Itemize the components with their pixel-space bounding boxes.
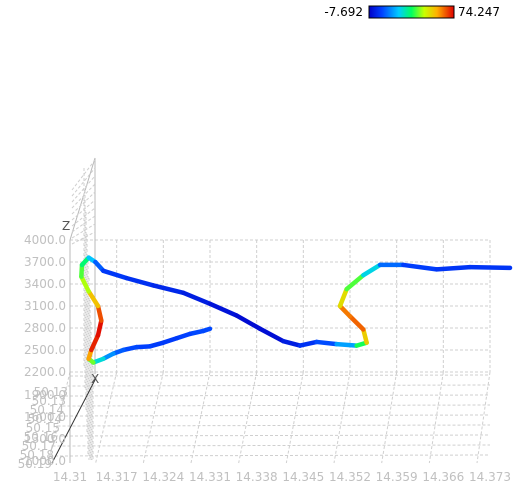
series-segment — [89, 333, 101, 353]
series-segment — [187, 328, 206, 337]
grid-line — [67, 384, 491, 387]
series-segment — [181, 290, 213, 307]
colorbar: -7.692 74.247 — [324, 5, 500, 19]
x-tick-label: 14.31 — [53, 470, 87, 484]
colorbar-gradient — [368, 5, 455, 19]
grid-line — [49, 454, 491, 457]
series-segment — [297, 339, 319, 348]
grid-line — [47, 371, 71, 464]
grid-line — [52, 444, 491, 447]
series-segment — [234, 313, 263, 331]
series-segment — [86, 289, 101, 309]
series-segment — [207, 301, 239, 318]
series-segment — [95, 303, 104, 323]
x-axis-letter: X — [91, 372, 99, 386]
grid-line — [71, 159, 96, 191]
x-tick-label: 14.359 — [376, 470, 418, 484]
series-segment — [361, 262, 383, 278]
colorbar-max-label: 74.247 — [458, 5, 500, 19]
grid-line — [428, 371, 444, 464]
z-tick-label: 2800.0 — [24, 321, 66, 335]
z-tick-label: 2500.0 — [24, 343, 66, 357]
z-tick-label: 1000.0 — [24, 454, 66, 468]
grid-line — [71, 167, 96, 197]
y-tick-label: 50.18 — [20, 448, 54, 462]
series-segment — [174, 331, 193, 341]
x-tick-label: 14.331 — [189, 470, 231, 484]
y-tick-label: 50.13 — [34, 385, 68, 399]
series-segment — [347, 314, 366, 332]
x-tick-label: 14.324 — [142, 470, 184, 484]
series-segment — [124, 275, 156, 288]
x-tick-label: 14.338 — [236, 470, 278, 484]
grid-line — [95, 371, 118, 464]
series-segment — [467, 264, 513, 271]
series-segment — [281, 338, 303, 348]
grid-line — [71, 223, 96, 239]
y-tick-label: 50.17 — [22, 439, 56, 453]
depth-axis-line — [51, 377, 97, 464]
y-tick-label: 50.15 — [26, 421, 60, 435]
grid-line — [333, 371, 351, 464]
series-segment — [314, 339, 339, 347]
grid-line — [238, 371, 258, 464]
grid-line — [190, 371, 211, 464]
series-segment — [401, 262, 439, 272]
grid-line — [381, 371, 398, 464]
series-segment — [79, 274, 91, 294]
grid-line — [59, 414, 491, 417]
series-segment — [161, 336, 179, 345]
series-line — [79, 255, 513, 365]
series-segment — [121, 344, 139, 353]
grid-line — [476, 371, 491, 464]
y-tick-label: 50.19 — [18, 457, 52, 471]
series-segment — [334, 341, 359, 348]
y-tick-label: 50.14 — [28, 412, 62, 426]
grid-line — [142, 371, 164, 464]
x-tick-label: 14.345 — [282, 470, 324, 484]
z-axis-letter: Z — [62, 219, 70, 233]
series-segment — [434, 264, 473, 272]
series-segment — [101, 268, 129, 281]
series-segment — [361, 327, 369, 345]
colorbar-min-label: -7.692 — [324, 5, 363, 19]
x-tick-label: 14.366 — [422, 470, 464, 484]
grid-line — [64, 394, 491, 397]
series-segment — [147, 340, 166, 349]
z-tick-label: 1900.0 — [24, 388, 66, 402]
grid — [47, 157, 491, 464]
z-tick-label: 3700.0 — [24, 255, 66, 269]
z-tick-label: 2200.0 — [24, 365, 66, 379]
z-tick-label: 1300.0 — [24, 432, 66, 446]
series-segment — [337, 286, 349, 309]
x-tick-label: 14.352 — [329, 470, 371, 484]
series-segment — [257, 326, 286, 344]
tick-labels: 4000.0 3700.0 3400.0 3100.0 2800.0 2500.0 2200… — [18, 233, 511, 484]
x-tick-label: 14.317 — [96, 470, 138, 484]
series-segment — [344, 272, 366, 292]
z-tick-label: 4000.0 — [24, 233, 66, 247]
z-tick-label: 1600.0 — [24, 410, 66, 424]
z-tick-label: 3400.0 — [24, 277, 66, 291]
grid-line — [54, 434, 491, 437]
series-segment — [95, 318, 104, 338]
series-segment — [151, 283, 186, 296]
series-segment — [337, 303, 353, 319]
grid-line — [57, 424, 491, 427]
y-tick-label: 50.13 — [32, 394, 66, 408]
z-tick-label: 3100.0 — [24, 299, 66, 313]
y-tick-label: 50.14 — [30, 403, 64, 417]
x-tick-label: 14.373 — [469, 470, 511, 484]
y-tick-label: 50.16 — [24, 430, 58, 444]
grid-line — [285, 371, 304, 464]
grid-line — [62, 404, 491, 407]
grid-line — [69, 374, 491, 377]
